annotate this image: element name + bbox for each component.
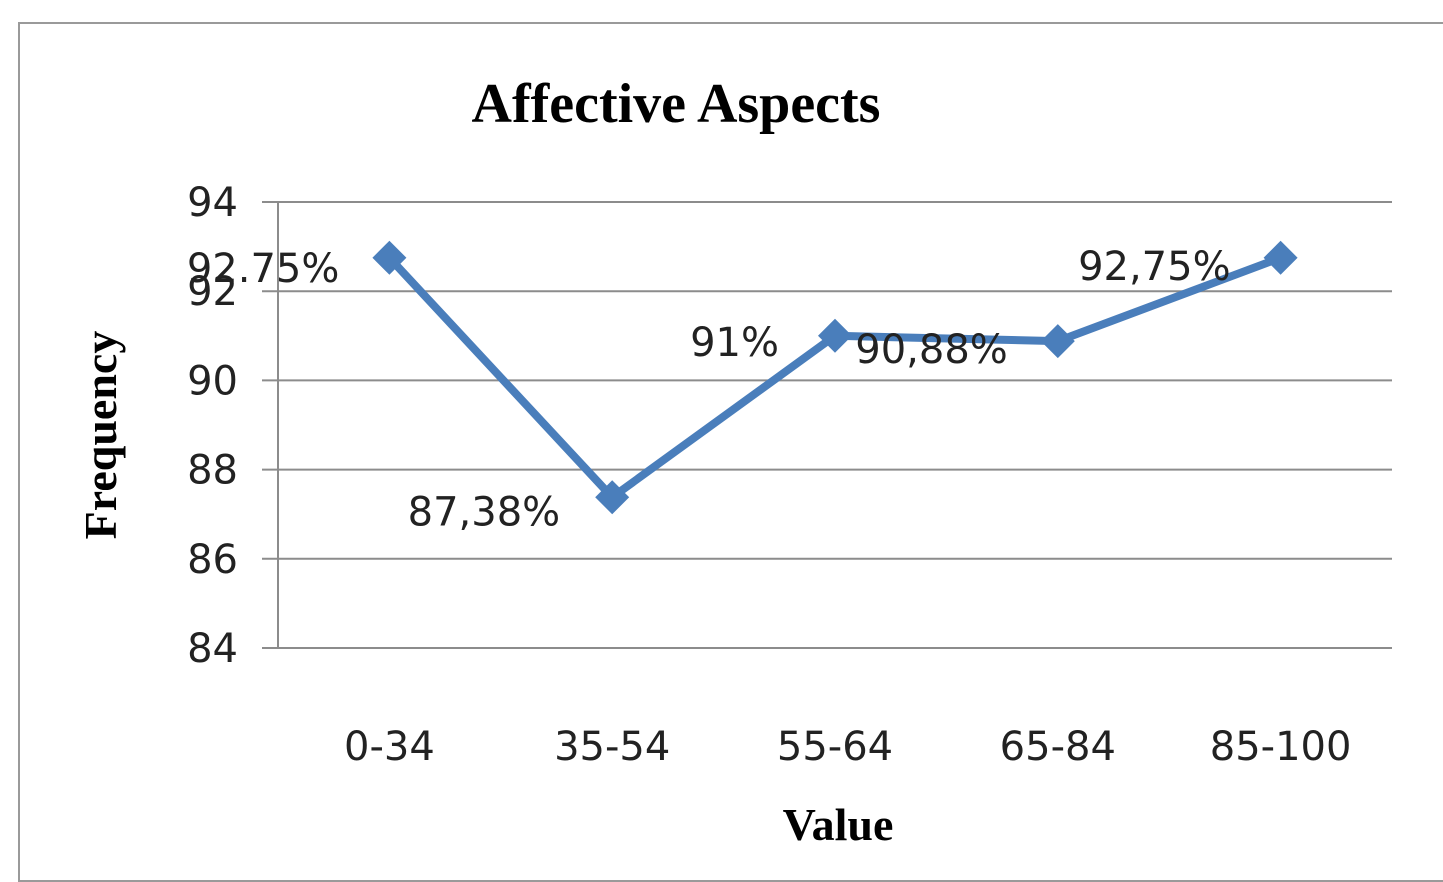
data-label-85-100: 92,75% <box>1078 244 1231 290</box>
gridlines <box>262 201 1392 649</box>
y-tick-label: 86 <box>187 537 238 583</box>
data-point-65-84 <box>1040 324 1075 359</box>
x-axis-title: Value <box>783 799 894 849</box>
y-tick-labels: 84 86 88 90 92 94 <box>187 180 238 672</box>
chart-frame <box>18 22 1443 882</box>
y-tick-label: 88 <box>187 448 238 494</box>
data-labels: 92.75% 87,38% 91% 90,88% 92,75% <box>187 244 1231 536</box>
data-point-55-64 <box>818 318 852 353</box>
line-chart: Affective Aspects 84 86 88 90 92 94 0-34 35-54… <box>75 73 1392 849</box>
data-label-55-64: 91% <box>690 320 779 366</box>
x-tick-labels: 0-34 35-54 55-64 65-84 85-100 <box>344 724 1351 770</box>
y-axis-title: Frequency <box>75 331 126 540</box>
y-tick-label: 94 <box>187 180 238 226</box>
y-tick-label: 92 <box>187 269 238 315</box>
x-tick-label: 65-84 <box>1000 724 1116 770</box>
y-tick-label: 90 <box>187 358 238 404</box>
x-tick-label: 0-34 <box>344 724 435 770</box>
data-label-65-84: 90,88% <box>855 327 1008 373</box>
x-tick-label: 35-54 <box>554 724 670 770</box>
chart-title: Affective Aspects <box>472 73 881 135</box>
data-point-0-34 <box>372 240 407 275</box>
data-point-35-54 <box>595 480 630 515</box>
data-label-0-34: 92.75% <box>187 246 340 292</box>
x-tick-label: 85-100 <box>1210 724 1352 770</box>
data-label-35-54: 87,38% <box>408 489 561 535</box>
x-tick-label: 55-64 <box>777 724 893 770</box>
data-point-85-100 <box>1263 240 1298 275</box>
series-line <box>386 254 1283 502</box>
series <box>372 240 1298 515</box>
y-tick-label: 84 <box>187 626 238 672</box>
